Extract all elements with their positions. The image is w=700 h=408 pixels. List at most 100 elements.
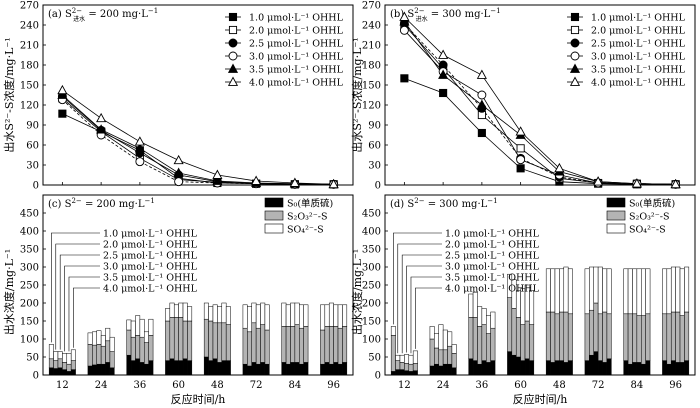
bar-segment bbox=[670, 311, 676, 361]
callout-line bbox=[410, 276, 442, 354]
bar-segment bbox=[66, 363, 72, 372]
bar-segment bbox=[507, 297, 513, 352]
data-point bbox=[134, 136, 145, 146]
y-tick-label: 210 bbox=[20, 41, 39, 52]
bar-segment bbox=[412, 370, 418, 376]
y-tick-label: 90 bbox=[368, 121, 381, 132]
legend-marker bbox=[570, 12, 580, 22]
y-tick-label: 50 bbox=[26, 353, 39, 364]
legend-label: 3.0 μmol·L⁻¹ OHHL bbox=[591, 52, 686, 63]
data-point bbox=[593, 176, 604, 186]
bar-segment bbox=[299, 304, 304, 329]
series-line bbox=[62, 90, 334, 185]
bar-segment bbox=[144, 363, 149, 376]
series-line bbox=[62, 98, 334, 185]
bar-segment bbox=[173, 317, 179, 361]
bar-segment bbox=[337, 363, 343, 376]
bar-segment bbox=[264, 329, 270, 365]
bar-segment bbox=[602, 268, 608, 313]
bar-segment bbox=[472, 360, 478, 376]
bar-segment bbox=[281, 326, 287, 363]
bar-segment bbox=[442, 349, 448, 365]
bar-segment bbox=[429, 365, 435, 376]
bar-segment bbox=[486, 362, 491, 376]
bar-segment bbox=[144, 342, 149, 365]
data-point bbox=[554, 162, 565, 173]
bar-segment bbox=[100, 345, 106, 365]
bar-segment bbox=[148, 318, 154, 336]
bar-segment bbox=[281, 362, 287, 376]
bar-segment bbox=[584, 268, 590, 315]
x-tick-label: 96 bbox=[669, 380, 682, 391]
y-axis-title-bottom-right: 出水浓度/mg·L⁻¹ bbox=[350, 249, 364, 335]
y-tick-label: 240 bbox=[20, 21, 39, 32]
bar-segment bbox=[554, 360, 560, 376]
legend-marker bbox=[227, 63, 239, 73]
bar-segment bbox=[662, 313, 668, 361]
series-line bbox=[62, 113, 334, 185]
bar-segment bbox=[641, 268, 646, 316]
bar-segment bbox=[563, 311, 569, 363]
y-axis-title-top-right: 出水S²⁻-S浓度/mg·L⁻¹ bbox=[350, 37, 364, 152]
y-tick-label: 350 bbox=[20, 245, 39, 256]
bar-segment bbox=[507, 351, 513, 376]
bar-segment bbox=[165, 320, 171, 361]
data-point bbox=[57, 84, 68, 95]
bar-segment bbox=[260, 362, 266, 376]
bar-segment bbox=[139, 362, 145, 376]
legend-label: 1.0 μmol·L⁻¹ OHHL bbox=[249, 13, 344, 24]
y-tick-label: 250 bbox=[362, 281, 381, 292]
bar-segment bbox=[597, 313, 603, 361]
data-point bbox=[96, 124, 107, 134]
bar-segment bbox=[178, 317, 184, 361]
legend-label: S₂O₃²⁻-S bbox=[287, 212, 327, 223]
panel-title: (b) S2−进水 = 300 mg·L−1 bbox=[390, 7, 501, 23]
y-tick-label: 450 bbox=[20, 209, 39, 220]
bar-segment bbox=[324, 326, 330, 363]
bar-segment bbox=[515, 317, 521, 358]
bar-segment bbox=[320, 329, 326, 365]
y-tick-label: 180 bbox=[362, 61, 381, 72]
bar-segment bbox=[584, 360, 590, 376]
bar-segment bbox=[182, 358, 188, 376]
callout-line bbox=[59, 254, 100, 350]
bar-segment bbox=[666, 313, 672, 365]
bar-label: 4.0 μmol·L⁻¹ OHHL bbox=[103, 284, 198, 295]
bar-label: 2.5 μmol·L⁻¹ OHHL bbox=[445, 251, 540, 262]
data-point bbox=[134, 142, 145, 153]
bar-segment bbox=[515, 356, 521, 376]
y-tick-label: 30 bbox=[368, 161, 381, 172]
bar-segment bbox=[589, 266, 594, 311]
x-tick-label: 12 bbox=[398, 380, 411, 391]
bar-segment bbox=[602, 311, 608, 363]
data-point bbox=[212, 175, 223, 185]
bar-segment bbox=[606, 268, 612, 315]
bar-segment bbox=[264, 304, 270, 331]
bar-segment bbox=[70, 349, 76, 361]
data-point bbox=[400, 74, 409, 83]
bar-segment bbox=[429, 338, 435, 367]
bar-segment bbox=[675, 311, 681, 363]
bar-segment bbox=[597, 360, 603, 376]
bar-segment bbox=[294, 302, 300, 325]
bar-segment bbox=[225, 324, 231, 361]
bar-segment bbox=[105, 362, 111, 376]
bar-segment bbox=[481, 324, 487, 361]
y-tick-label: 400 bbox=[362, 227, 381, 238]
bar-segment bbox=[130, 360, 136, 376]
y-tick-label: 200 bbox=[20, 299, 39, 310]
bar-label: 1.0 μmol·L⁻¹ OHHL bbox=[445, 229, 540, 240]
bar-segment bbox=[524, 320, 530, 360]
bar-segment bbox=[511, 308, 517, 356]
bar-segment bbox=[247, 331, 252, 367]
data-point bbox=[174, 177, 184, 187]
bar-segment bbox=[212, 322, 218, 360]
bar-segment bbox=[182, 302, 188, 322]
x-tick-label: 36 bbox=[476, 380, 489, 391]
y-tick-label: 150 bbox=[362, 81, 381, 92]
legend-marker bbox=[228, 25, 238, 35]
bar-segment bbox=[666, 268, 672, 315]
bar-segment bbox=[641, 315, 646, 365]
bar-segment bbox=[96, 363, 102, 376]
bar-segment bbox=[593, 351, 599, 376]
